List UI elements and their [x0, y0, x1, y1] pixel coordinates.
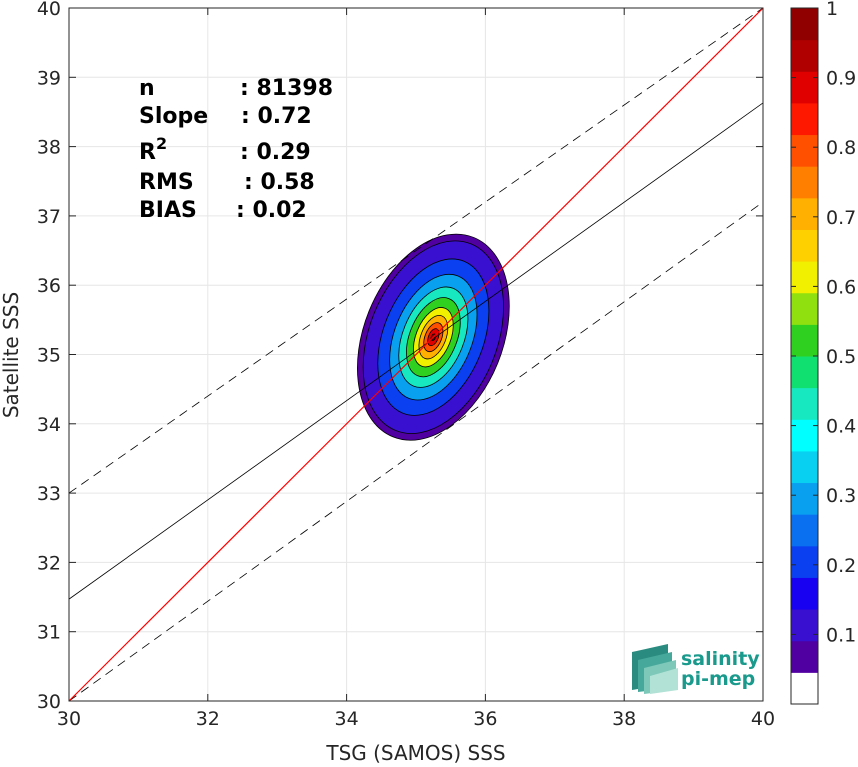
regression-line: [68, 102, 764, 600]
colorbar-segment: [791, 292, 818, 325]
colorbar-segment: [791, 134, 818, 167]
salinity-pi-mep-logo: salinity pi-mep: [632, 644, 760, 694]
colorbar-tick-label: 0.2: [826, 555, 856, 577]
colorbar-segment: [791, 71, 818, 104]
axis-ticks: 30 32 34 36 38 40 30 31 32 33 34 35 36 37 38 39 40: [37, 0, 775, 730]
y-axis-label: Satellite SSS: [0, 292, 23, 418]
stat-label-rms: RMS: [139, 170, 194, 195]
colorbar-tick-label: 0.6: [826, 276, 856, 298]
colorbar-segment: [791, 229, 818, 262]
colorbar: 0.1 0.2 0.3 0.4 0.5 0.6 0.7 0.8 0.9 1: [790, 0, 856, 705]
colorbar-segment: [791, 640, 818, 673]
error-bound-line-0: [68, 7, 764, 494]
one-to-one-line: [68, 7, 764, 702]
y-tick-label: 35: [37, 345, 61, 367]
colorbar-segment: [791, 102, 818, 136]
colorbar-tick-label: 0.3: [826, 485, 856, 507]
y-tick-label: 32: [37, 552, 61, 574]
colorbar-segment: [791, 324, 818, 357]
y-tick-label: 30: [37, 691, 61, 713]
colorbar-segment: [791, 8, 818, 41]
colorbar-segment: [791, 356, 818, 389]
colorbar-segment: [791, 419, 818, 452]
y-tick-label: 38: [37, 137, 61, 159]
colorbar-tick-label: 0.9: [826, 68, 856, 90]
y-tick-label: 36: [37, 275, 61, 297]
colorbar-segment: [791, 609, 818, 642]
stat-label-bias: BIAS: [139, 198, 197, 223]
colorbar-segment: [791, 577, 818, 610]
colorbar-tick-label: 0.5: [826, 346, 856, 368]
stat-value-bias: : 0.02: [236, 198, 307, 223]
stat-value-rms: : 0.58: [244, 170, 315, 195]
colorbar-segment: [791, 672, 818, 705]
stat-value-r: : 0.29: [240, 140, 311, 165]
stat-label-n: n: [139, 76, 155, 101]
colorbar-segment: [791, 514, 818, 547]
logo-line1: salinity: [681, 648, 760, 670]
y-tick-label: 37: [37, 206, 61, 228]
stat-value-n: : 81398: [240, 76, 333, 101]
y-tick-label: 34: [37, 414, 61, 436]
x-axis-label: TSG (SAMOS) SSS: [325, 741, 505, 765]
y-tick-label: 39: [37, 67, 61, 89]
x-tick-label: 36: [473, 708, 497, 730]
colorbar-tick-label: 1: [826, 0, 838, 20]
colorbar-tick-label: 0.4: [826, 416, 856, 438]
y-tick-label: 40: [37, 0, 61, 20]
stat-value-slope: : 0.72: [241, 104, 312, 129]
colorbar-segment: [791, 450, 818, 484]
error-bound-line-1: [68, 201, 764, 702]
colorbar-tick-label: 0.7: [826, 207, 856, 229]
stat-superscript: 2: [156, 134, 167, 153]
colorbar-segment: [791, 545, 818, 578]
colorbar-segment: [791, 197, 818, 230]
colorbar-tick-label: 0.8: [826, 137, 856, 159]
colorbar-segment: [791, 166, 818, 199]
x-tick-label: 30: [57, 708, 81, 730]
x-tick-label: 40: [751, 708, 775, 730]
logo-line2: pi-mep: [681, 668, 755, 690]
logo-waves-icon: [632, 644, 678, 694]
colorbar-segment: [791, 261, 818, 294]
colorbar-segment: [791, 387, 818, 420]
colorbar-tick-label: 0.1: [826, 624, 856, 646]
x-tick-label: 34: [335, 708, 359, 730]
y-tick-label: 33: [37, 483, 61, 505]
x-tick-label: 38: [612, 708, 636, 730]
x-tick-label: 32: [196, 708, 220, 730]
colorbar-segment: [791, 39, 818, 72]
y-tick-label: 31: [37, 622, 61, 644]
colorbar-segment: [791, 482, 818, 515]
reference-lines: [68, 7, 764, 702]
stat-label-slope: Slope: [139, 104, 208, 129]
